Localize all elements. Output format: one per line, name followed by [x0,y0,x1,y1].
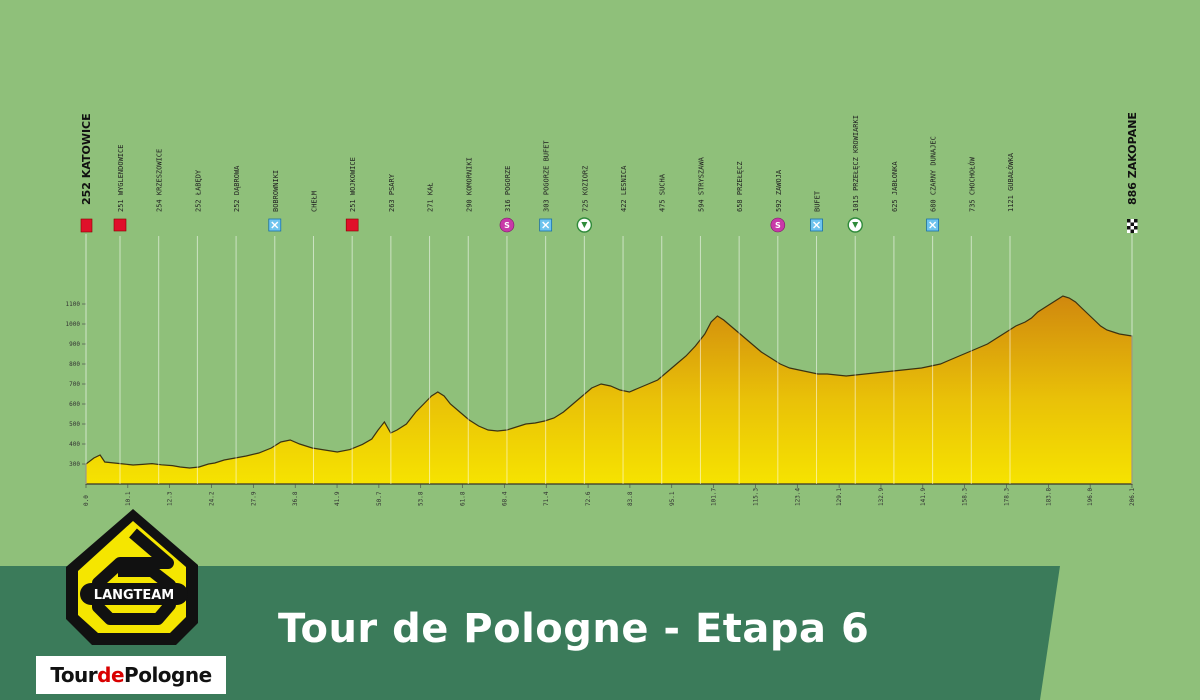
finish-flag-cell [1134,219,1138,223]
waypoint-label: 594 STRYSZAWA [697,156,705,212]
team-name: LANGTEAM [94,588,174,603]
sprint-icon-cross [813,221,821,229]
waypoint-label: 316 POGORZE [504,166,512,212]
x-tick-label: 41.9 [334,491,341,506]
waypoint-label: BUFET [814,190,822,212]
waypoint-label: CHEŁM [310,191,318,212]
x-tick-label: 123.4 [794,488,801,506]
red-square-icon [113,218,127,232]
finish-flag-cell [1130,226,1134,230]
waypoint-label: 592 ZAWOJA [775,169,783,212]
waypoint-label: 725 KOZIORZ [581,166,589,212]
kom-icon-triangle [852,222,859,228]
x-tick-label: 183.8 [1045,488,1052,506]
waypoint-label: 303 POGORZE BUFET [543,140,551,212]
x-tick-label: 61.8 [460,491,467,506]
waypoint-label: 252 ŁABĘDY [194,169,202,212]
x-tick-label: 68.4 [501,491,508,506]
waypoint-label: 475 SUCHA [659,173,667,212]
tour-de-pologne-text: TourdePologne [50,663,212,687]
sprint-s-icon-letter: S [775,221,781,230]
finish-flag-cell [1134,222,1138,226]
y-tick-label: 900 [69,341,80,348]
finish-flag-cell [1134,229,1138,233]
sprint-s-icon [499,217,515,233]
waypoint-label: 735 CHOCHOŁÓW [967,156,976,212]
finish-flag-cell [1127,219,1131,223]
start-flag-icon [80,218,93,233]
waypoint-label: 263 PSARY [388,173,396,212]
x-tick-label: 0.0 [83,495,90,506]
waypoint-label: 251 WOJKOWICE [349,157,357,212]
x-tick-label: 50.7 [376,491,383,506]
kom-icon-triangle [581,222,588,228]
finish-flag-icon [1127,219,1138,233]
x-tick-label: 12.3 [167,491,174,506]
x-tick-label: 101.7 [711,488,718,506]
sprint-icon-cross [271,221,279,229]
waypoint-label: 422 LESNICA [620,165,628,212]
finish-label: 886 ZAKOPANE [1126,112,1139,205]
x-tick-label: 10.1 [125,491,132,506]
x-tick-label: 178.3 [1003,488,1010,506]
y-tick-label: 500 [69,421,80,428]
x-tick-label: 24.2 [209,491,216,506]
waypoint-label: 254 KRZESZOWICE [156,149,164,212]
x-tick-label: 206.1 [1129,488,1136,506]
x-tick-label: 36.8 [292,491,299,506]
finish-flag-cell [1130,222,1134,226]
tour-de-pologne-logo: TourdePologne [36,656,226,694]
y-tick-label: 400 [69,441,80,448]
y-tick-label: 800 [69,361,80,368]
waypoint-label: 1121 GUBAŁÓWKA [1006,152,1015,212]
elevation-profile-chart: 1100 1000 900 800 700 600 500 400 300 0.0 10.1 12.… [66,112,1139,506]
x-tick-label: 83.8 [627,491,634,506]
finish-flag-cell [1134,226,1138,230]
waypoint-label: 271 KAŁ [427,182,435,212]
x-tick-label: 71.4 [543,491,550,506]
waypoint-label: 625 JABŁONKA [891,161,899,212]
sprint-s-icon [770,217,786,233]
y-tick-label: 1100 [66,301,81,308]
y-tick-label: 300 [69,461,80,468]
finish-flag-cell [1130,229,1134,233]
start-label: 252 KATOWICE [80,113,93,205]
x-tick-label: 27.9 [250,491,257,506]
x-tick-label: 141.9 [920,488,927,506]
sprint-icon-cross [929,221,937,229]
x-tick-label: 115.3 [752,488,759,506]
x-tick-label: 53.8 [418,491,425,506]
y-tick-label: 700 [69,381,80,388]
x-tick-label: 196.0 [1087,488,1094,506]
title-banner [0,566,1060,700]
elevation-area [85,295,1133,485]
waypoint-label: 251 WYGLENDOWICE [117,145,125,212]
red-square-icon [345,218,359,232]
waypoint-label: 252 DĄBROWA [233,165,241,212]
sprint-s-icon-letter: S [504,221,510,230]
y-tick-label: 600 [69,401,80,408]
finish-flag-cell [1127,222,1131,226]
waypoint-label: BOBROWNIKI [272,170,280,212]
x-tick-label: 129.1 [836,488,843,506]
x-tick-label: 95.1 [669,491,676,506]
sprint-icon-cross [542,221,550,229]
langteam-logo: LANGTEAM [66,509,198,645]
x-tick-label: 72.6 [585,491,592,506]
finish-flag-cell [1130,219,1134,223]
waypoint-label: 658 PRZEŁĘCZ [736,161,744,212]
waypoint-label: 680 CZARNY DUNAJEC [930,136,938,212]
finish-flag-cell [1127,226,1131,230]
y-tick-label: 1000 [66,321,81,328]
x-tick-label: 132.9 [878,488,885,506]
waypoint-label: 290 KOMORNIKI [465,157,473,212]
x-tick-label: 158.3 [962,488,969,506]
page-title: Tour de Pologne - Etapa 6 [278,606,870,652]
waypoint-label: 1015 PRZEŁĘCZ KROWIARKI [852,115,860,212]
finish-flag-cell [1127,229,1131,233]
